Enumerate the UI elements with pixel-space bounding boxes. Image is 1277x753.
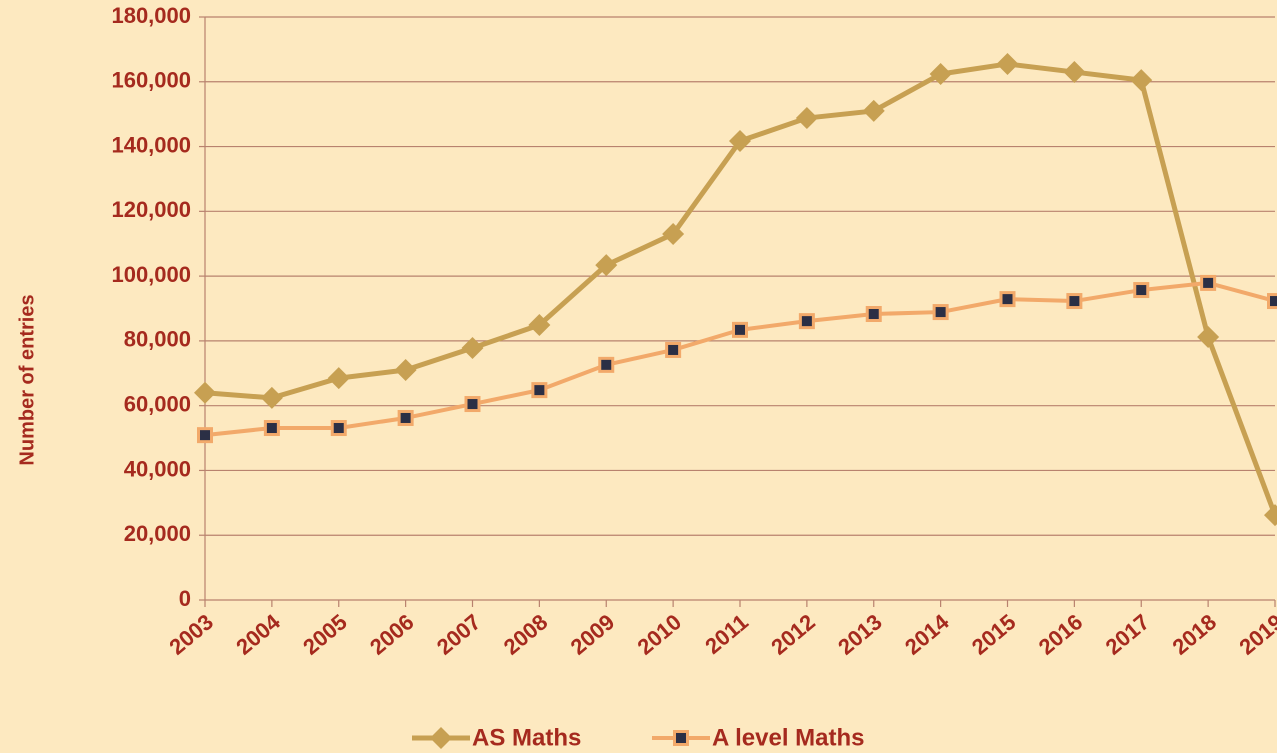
marker [1063,61,1086,84]
marker [598,356,615,373]
marker [732,321,748,338]
y-axis-label: Number of entries [16,294,38,465]
marker [194,381,216,404]
marker [729,130,751,153]
y-tick-label: 180,000 [111,3,191,28]
x-tick-label: 2017 [1101,609,1155,660]
marker [665,341,682,358]
x-tick-label: 2015 [967,609,1021,660]
marker [595,254,618,277]
marker [461,337,484,360]
marker [260,386,283,409]
x-tick-label: 2007 [432,609,486,660]
x-tick-label: 2013 [833,609,887,660]
y-tick-label: 40,000 [124,456,191,481]
y-tick-label: 20,000 [124,521,191,546]
x-tick-label: 2012 [766,609,820,660]
x-tick-label: 2005 [298,609,352,660]
marker [263,420,280,437]
marker [330,420,347,437]
legend-marker [673,730,689,746]
marker [929,63,952,86]
marker [798,313,815,330]
series-line [204,280,1276,438]
marker [1264,504,1277,527]
x-tick-label: 2018 [1168,609,1222,660]
x-tick-label: 2011 [700,609,753,659]
marker [531,382,548,399]
marker [865,306,882,323]
x-tick-label: 2014 [900,609,954,660]
marker [464,396,481,413]
marker [394,359,417,382]
marker [1133,282,1150,299]
marker [932,304,949,321]
marker [996,52,1019,75]
marker [1066,293,1083,310]
y-tick-label: 100,000 [111,262,191,287]
marker [1197,326,1220,349]
marker [1130,69,1153,92]
marker [1200,274,1217,291]
x-tick-label: 2004 [231,609,285,660]
x-tick-label: 2009 [566,609,620,660]
x-tick-label: 2006 [365,609,419,660]
x-tick-label: 2016 [1034,609,1088,660]
y-tick-label: 80,000 [124,327,191,352]
legend-label: A level Maths [712,724,865,751]
marker [397,409,414,426]
legend-marker [430,727,452,749]
x-tick-label: 2008 [499,609,553,660]
marker [999,291,1016,308]
y-tick-label: 160,000 [111,68,191,93]
x-tick-label: 2010 [633,609,687,660]
y-tick-label: 60,000 [124,391,191,416]
marker [327,367,350,390]
x-tick-label: 2003 [164,609,218,660]
marker [1267,293,1277,310]
marker [795,107,818,130]
y-tick-label: 0 [179,586,191,611]
marker [862,99,885,122]
legend-label: AS Maths [472,724,581,751]
y-tick-label: 140,000 [111,132,191,157]
marker [197,427,213,444]
marker [528,314,551,337]
y-tick-label: 120,000 [111,197,191,222]
marker [662,223,685,246]
x-tick-label: 2019 [1234,609,1277,660]
